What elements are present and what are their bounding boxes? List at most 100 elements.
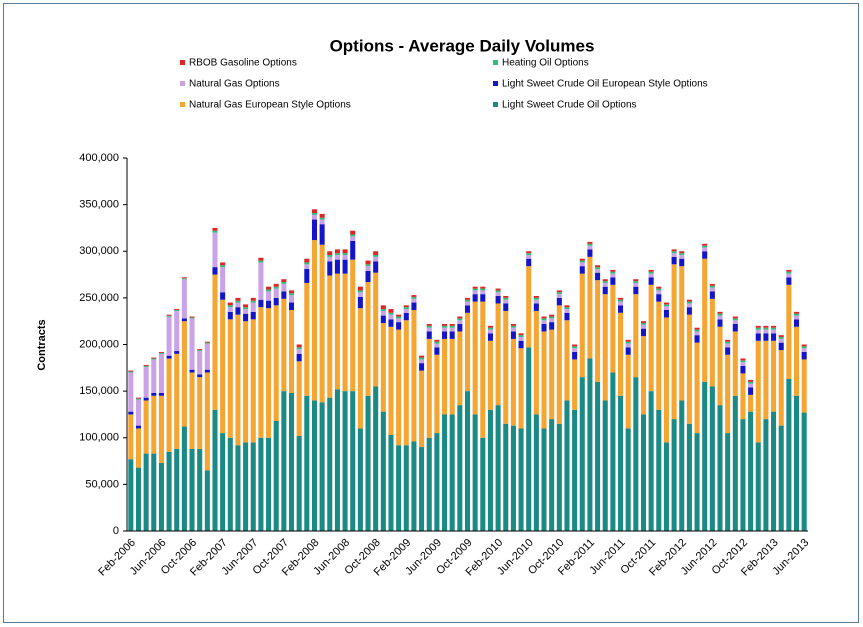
bar-segment bbox=[288, 293, 295, 296]
bar-segment bbox=[227, 305, 233, 308]
bar-segment bbox=[633, 286, 639, 295]
bar-segment bbox=[717, 319, 723, 327]
bar-segment bbox=[426, 327, 432, 332]
bar-segment bbox=[778, 338, 784, 343]
bar-segment bbox=[487, 340, 493, 410]
bar-segment bbox=[618, 395, 624, 531]
bar-segment bbox=[801, 344, 807, 347]
bar-segment bbox=[526, 253, 532, 255]
bar-segment bbox=[755, 340, 761, 443]
legend-label: Light Sweet Crude Oil Options bbox=[502, 100, 637, 111]
legend-label: Natural Gas European Style Options bbox=[189, 100, 351, 111]
bar-segment bbox=[709, 386, 715, 531]
bar-segment bbox=[495, 303, 501, 406]
bar-segment bbox=[350, 259, 356, 392]
bar-segment bbox=[288, 392, 295, 531]
bar-segment bbox=[671, 253, 677, 257]
bar-segment bbox=[288, 290, 295, 294]
bar-segment bbox=[740, 360, 746, 363]
bar-segment bbox=[181, 277, 187, 279]
bar-segment bbox=[197, 349, 203, 351]
bar-segment bbox=[220, 292, 226, 300]
bar-segment bbox=[189, 369, 195, 373]
y-tick-label: 100,000 bbox=[79, 432, 119, 444]
bar-segment bbox=[135, 398, 142, 400]
bar-segment bbox=[549, 316, 555, 319]
bar-segment bbox=[595, 381, 601, 531]
bar-segment bbox=[595, 268, 601, 273]
bar-segment bbox=[771, 333, 777, 341]
bar-segment bbox=[464, 305, 471, 313]
bar-segment bbox=[151, 453, 157, 531]
bar-segment bbox=[135, 425, 142, 429]
bar-segment bbox=[518, 337, 524, 341]
bar-segment bbox=[472, 301, 478, 415]
bar-segment bbox=[396, 322, 402, 330]
bar-segment bbox=[342, 254, 348, 260]
bar-segment bbox=[480, 301, 486, 438]
chart-title: Options - Average Daily Volumes bbox=[330, 36, 595, 55]
bar-segment bbox=[786, 277, 792, 285]
bar-segment bbox=[296, 347, 302, 350]
bar-segment bbox=[740, 365, 746, 374]
bar-segment bbox=[235, 297, 241, 301]
bar-segment bbox=[518, 340, 524, 349]
bar-segment bbox=[143, 365, 149, 366]
bar-segment bbox=[288, 302, 295, 310]
bar-segment bbox=[595, 280, 601, 382]
bar-segment bbox=[709, 287, 715, 292]
bar-segment bbox=[334, 253, 340, 255]
bar-segment bbox=[181, 321, 187, 427]
y-tick-label: 200,000 bbox=[79, 338, 119, 350]
bar-segment bbox=[748, 411, 754, 531]
bar-segment bbox=[426, 325, 432, 328]
bar-segment bbox=[503, 310, 509, 424]
bar-segment bbox=[518, 335, 524, 338]
bar-segment bbox=[357, 292, 363, 297]
bar-segment bbox=[495, 288, 501, 291]
bar-segment bbox=[694, 327, 700, 330]
bar-segment bbox=[434, 433, 440, 531]
bar-segment bbox=[419, 447, 425, 531]
bar-segment bbox=[220, 433, 226, 531]
bar-segment bbox=[587, 241, 593, 244]
bar-segment bbox=[503, 303, 509, 311]
bar-segment bbox=[288, 295, 295, 303]
bar-segment bbox=[549, 318, 555, 323]
bar-segment bbox=[457, 316, 463, 319]
bar-segment bbox=[419, 357, 425, 360]
bar-segment bbox=[128, 372, 134, 412]
bar-segment bbox=[334, 249, 340, 254]
bar-segment bbox=[273, 305, 279, 421]
bar-segment bbox=[174, 310, 180, 352]
legend-swatch bbox=[180, 102, 185, 107]
bar-segment bbox=[686, 423, 692, 531]
bar-segment bbox=[786, 379, 792, 531]
bar-segment bbox=[449, 338, 455, 415]
bar-segment bbox=[725, 354, 731, 434]
bar-segment bbox=[258, 437, 264, 531]
bar-segment bbox=[464, 391, 471, 531]
bar-segment bbox=[388, 314, 394, 320]
bar-segment bbox=[388, 309, 394, 313]
bar-segment bbox=[365, 270, 371, 283]
bar-segment bbox=[541, 318, 547, 321]
bar-segment bbox=[350, 236, 356, 241]
bar-segment bbox=[388, 312, 394, 315]
bar-segment bbox=[709, 291, 715, 299]
bar-segment bbox=[135, 399, 142, 426]
bar-segment bbox=[373, 272, 379, 387]
bar-segment bbox=[709, 285, 715, 288]
y-tick-label: 400,000 bbox=[79, 152, 119, 164]
bar-segment bbox=[411, 295, 417, 297]
bar-segment bbox=[243, 321, 249, 443]
bar-segment bbox=[595, 265, 601, 268]
bar-segment bbox=[663, 306, 669, 310]
bar-segment bbox=[526, 266, 532, 348]
bar-segment bbox=[197, 448, 203, 531]
bar-segment bbox=[227, 319, 233, 438]
bar-segment bbox=[786, 273, 792, 278]
bar-segment bbox=[640, 321, 647, 324]
bar-segment bbox=[304, 395, 310, 531]
bar-segment bbox=[388, 326, 394, 435]
